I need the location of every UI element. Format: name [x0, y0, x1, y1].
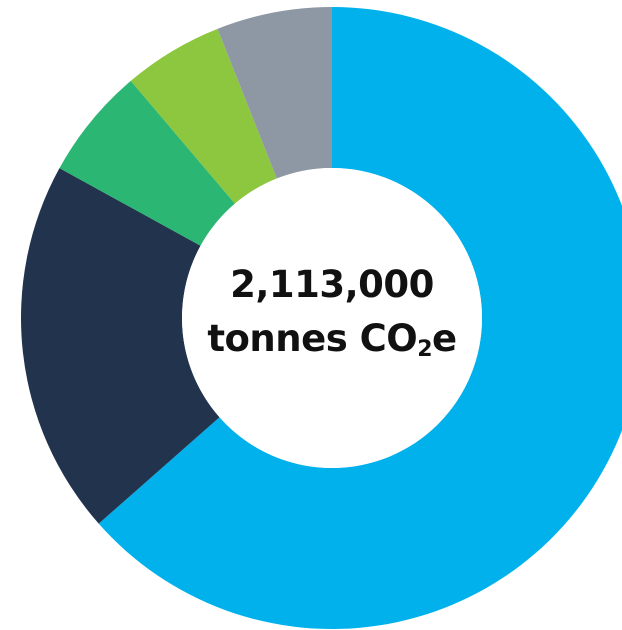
slice-group	[21, 7, 622, 629]
center-unit-prefix: tonnes CO	[207, 317, 418, 360]
donut-hole	[182, 168, 482, 468]
donut-slice-2	[21, 168, 220, 524]
center-unit: tonnes CO2e	[186, 312, 478, 366]
donut-slice-3	[59, 80, 235, 246]
donut-slice-4	[130, 28, 277, 204]
donut-slice-1	[98, 7, 622, 629]
donut-slice-5	[217, 7, 332, 179]
center-unit-subscript: 2	[417, 337, 433, 362]
center-unit-suffix: e	[432, 317, 457, 360]
center-total-value: 2,113,000	[230, 263, 434, 306]
center-label: 2,113,000 tonnes CO2e	[186, 258, 478, 366]
